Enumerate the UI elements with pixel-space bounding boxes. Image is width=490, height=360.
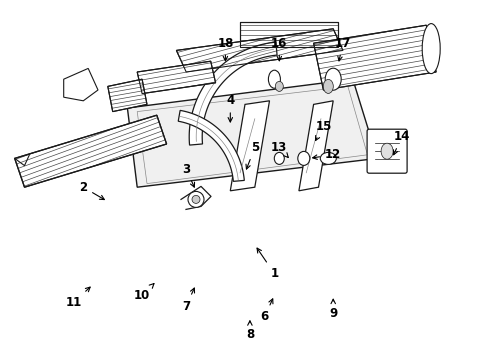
Ellipse shape [275, 81, 283, 91]
Polygon shape [176, 29, 343, 72]
Text: 11: 11 [65, 287, 90, 309]
Text: 4: 4 [226, 94, 234, 122]
Ellipse shape [192, 195, 200, 203]
Text: 5: 5 [246, 141, 259, 169]
Text: 15: 15 [315, 120, 332, 140]
Ellipse shape [422, 24, 440, 73]
Text: 17: 17 [335, 37, 351, 61]
Polygon shape [108, 79, 147, 112]
Polygon shape [178, 111, 245, 181]
Ellipse shape [325, 68, 341, 90]
Polygon shape [137, 61, 216, 94]
Text: 3: 3 [182, 163, 195, 187]
Polygon shape [15, 115, 167, 187]
Ellipse shape [188, 192, 204, 207]
Text: 10: 10 [134, 284, 154, 302]
Text: 2: 2 [79, 181, 104, 199]
Ellipse shape [269, 70, 280, 88]
Text: 18: 18 [217, 37, 234, 61]
Polygon shape [299, 101, 333, 191]
Text: 14: 14 [393, 130, 410, 155]
Polygon shape [64, 68, 98, 101]
Text: 13: 13 [271, 141, 288, 158]
Text: 8: 8 [246, 321, 254, 341]
Ellipse shape [298, 152, 310, 165]
Ellipse shape [323, 80, 333, 93]
Text: 12: 12 [313, 148, 342, 161]
Text: 1: 1 [257, 248, 278, 280]
Ellipse shape [320, 152, 336, 165]
Ellipse shape [274, 152, 284, 165]
Text: 6: 6 [261, 299, 273, 323]
Polygon shape [230, 101, 270, 191]
Text: 7: 7 [182, 288, 195, 312]
Polygon shape [127, 79, 377, 187]
FancyBboxPatch shape [367, 129, 407, 173]
Text: 9: 9 [329, 299, 337, 320]
Polygon shape [240, 22, 338, 47]
Ellipse shape [381, 143, 393, 159]
Polygon shape [189, 42, 277, 145]
Text: 16: 16 [271, 37, 288, 61]
Polygon shape [314, 25, 436, 90]
